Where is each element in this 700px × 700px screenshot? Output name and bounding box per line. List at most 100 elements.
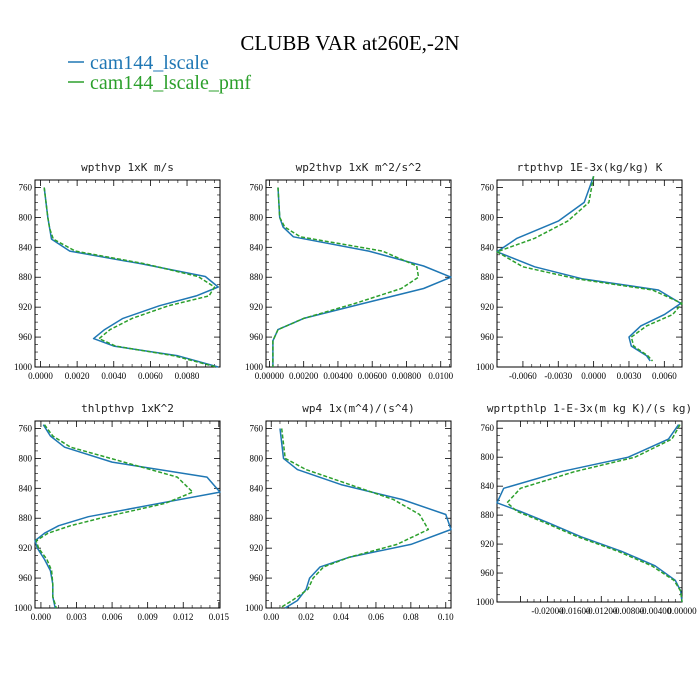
- series-line-pmf: [272, 187, 420, 367]
- legend-label-pmf: cam144_lscale_pmf: [90, 72, 251, 94]
- x-tick-label: 0.000: [31, 612, 52, 622]
- y-tick-label: 800: [481, 212, 495, 222]
- y-tick-label: 840: [250, 483, 264, 493]
- series-line-pmf: [496, 176, 683, 362]
- y-tick-label: 880: [250, 272, 264, 282]
- panel-3: rtpthvp 1E-3x(kg/kg) K 760 800 840 880 920 960…: [476, 161, 683, 381]
- y-tick-label: 760: [250, 423, 264, 433]
- panel-1: wpthvp 1xK m/s76080084088092096010000.00…: [14, 161, 221, 381]
- x-tick-label: -0.01200: [585, 606, 618, 616]
- panel-2: wp2thvp 1xK m^2/s^2 760 800 840 880 920 960 100…: [245, 161, 454, 381]
- x-tick-label: 0.00800: [392, 371, 422, 381]
- y-tick-label: 1000: [14, 603, 33, 613]
- series-line-lscale: [496, 424, 683, 603]
- x-tick-label: 0.0100: [428, 371, 453, 381]
- y-tick-label: 1000: [476, 597, 495, 607]
- series-line-lscale: [34, 424, 221, 609]
- y-tick-label: 1000: [14, 362, 33, 372]
- x-tick-label: -0.0030: [544, 371, 572, 381]
- x-tick-label: -0.02000: [531, 606, 564, 616]
- panel-title: wpthvp 1xK m/s: [81, 161, 174, 174]
- panel-frame: [265, 179, 452, 368]
- panel-4: thlpthvp 1xK^276080084088092096010000.00…: [14, 402, 229, 622]
- x-tick-label: 0.003: [66, 612, 87, 622]
- panel-title: wp2thvp 1xK m^2/s^2: [296, 161, 422, 174]
- x-tick-label: 0.00000: [255, 371, 285, 381]
- panel-frame: [496, 179, 683, 368]
- x-tick-label: 0.08: [403, 612, 419, 622]
- y-tick-label: 800: [19, 212, 33, 222]
- series-line-pmf: [35, 424, 194, 609]
- y-tick-label: 760: [19, 182, 33, 192]
- panel-frame: [265, 420, 452, 609]
- x-tick-label: 0.04: [333, 612, 349, 622]
- y-tick-label: 880: [481, 272, 495, 282]
- y-tick-label: 1000: [476, 362, 495, 372]
- y-tick-label: 760: [250, 182, 264, 192]
- y-tick-label: 840: [250, 242, 264, 252]
- y-tick-label: 760: [19, 423, 33, 433]
- panel-title: rtpthvp 1E-3x(kg/kg) K: [517, 161, 663, 174]
- y-tick-label: 920: [250, 543, 264, 553]
- y-tick-label: 840: [19, 242, 33, 252]
- x-tick-label: 0.00400: [323, 371, 353, 381]
- panel-frame: [34, 179, 221, 368]
- panel-frame: [34, 420, 221, 609]
- y-tick-label: 960: [481, 332, 495, 342]
- y-tick-label: 840: [481, 481, 495, 491]
- y-tick-label: 880: [481, 510, 495, 520]
- panels: wpthvp 1xK m/s76080084088092096010000.00…: [14, 161, 697, 622]
- y-tick-label: 920: [19, 302, 33, 312]
- x-tick-label: 0.00600: [358, 371, 388, 381]
- series-line-lscale: [496, 176, 682, 362]
- x-tick-label: 0.015: [209, 612, 230, 622]
- y-tick-label: 800: [481, 452, 495, 462]
- x-tick-label: 0.0000: [28, 371, 53, 381]
- x-tick-label: 0.00200: [289, 371, 319, 381]
- x-tick-label: -0.00800: [612, 606, 645, 616]
- y-tick-label: 800: [250, 453, 264, 463]
- y-tick-label: 760: [481, 423, 495, 433]
- y-tick-label: 960: [19, 573, 33, 583]
- y-tick-label: 920: [19, 543, 33, 553]
- panel-5: wp4 1x(m^4)/(s^4)76080084088092096010000…: [245, 402, 454, 622]
- y-tick-label: 1000: [245, 362, 264, 372]
- y-tick-label: 840: [19, 483, 33, 493]
- panel-title: wprtpthlp 1-E-3x(m kg K)/(s kg): [487, 402, 692, 415]
- y-tick-label: 880: [19, 272, 33, 282]
- x-tick-label: -0.0060: [509, 371, 537, 381]
- panel-frame: [496, 420, 683, 603]
- x-tick-label: 0.0040: [101, 371, 126, 381]
- y-tick-label: 880: [250, 513, 264, 523]
- x-tick-label: 0.06: [368, 612, 384, 622]
- y-tick-label: 800: [19, 453, 33, 463]
- y-tick-label: 920: [250, 302, 264, 312]
- x-tick-label: 0.006: [102, 612, 123, 622]
- y-tick-label: 880: [19, 513, 33, 523]
- y-tick-label: 760: [481, 182, 495, 192]
- x-tick-label: 0.0020: [65, 371, 90, 381]
- series-line-pmf: [506, 424, 683, 603]
- x-tick-label: 0.0060: [138, 371, 163, 381]
- series-line-lscale: [43, 187, 219, 368]
- x-tick-label: -0.01600: [558, 606, 591, 616]
- y-tick-label: 960: [19, 332, 33, 342]
- legend-label-lscale: cam144_lscale: [90, 52, 209, 74]
- y-tick-label: 960: [481, 568, 495, 578]
- x-tick-label: 0.02: [298, 612, 314, 622]
- y-tick-label: 1000: [245, 603, 264, 613]
- y-tick-label: 960: [250, 332, 264, 342]
- y-tick-label: 800: [250, 212, 264, 222]
- x-tick-label: 0.009: [138, 612, 159, 622]
- x-tick-label: 0.0030: [617, 371, 642, 381]
- x-tick-label: 0.00000: [667, 606, 697, 616]
- panel-title: thlpthvp 1xK^2: [81, 402, 174, 415]
- series-line-lscale: [279, 428, 452, 609]
- x-tick-label: 0.0060: [652, 371, 677, 381]
- x-tick-label: 0.012: [173, 612, 193, 622]
- series-line-pmf: [279, 428, 430, 609]
- y-tick-label: 920: [481, 539, 495, 549]
- x-tick-label: 0.10: [438, 612, 454, 622]
- series-line-lscale: [272, 187, 452, 367]
- x-tick-label: 0.0000: [581, 371, 606, 381]
